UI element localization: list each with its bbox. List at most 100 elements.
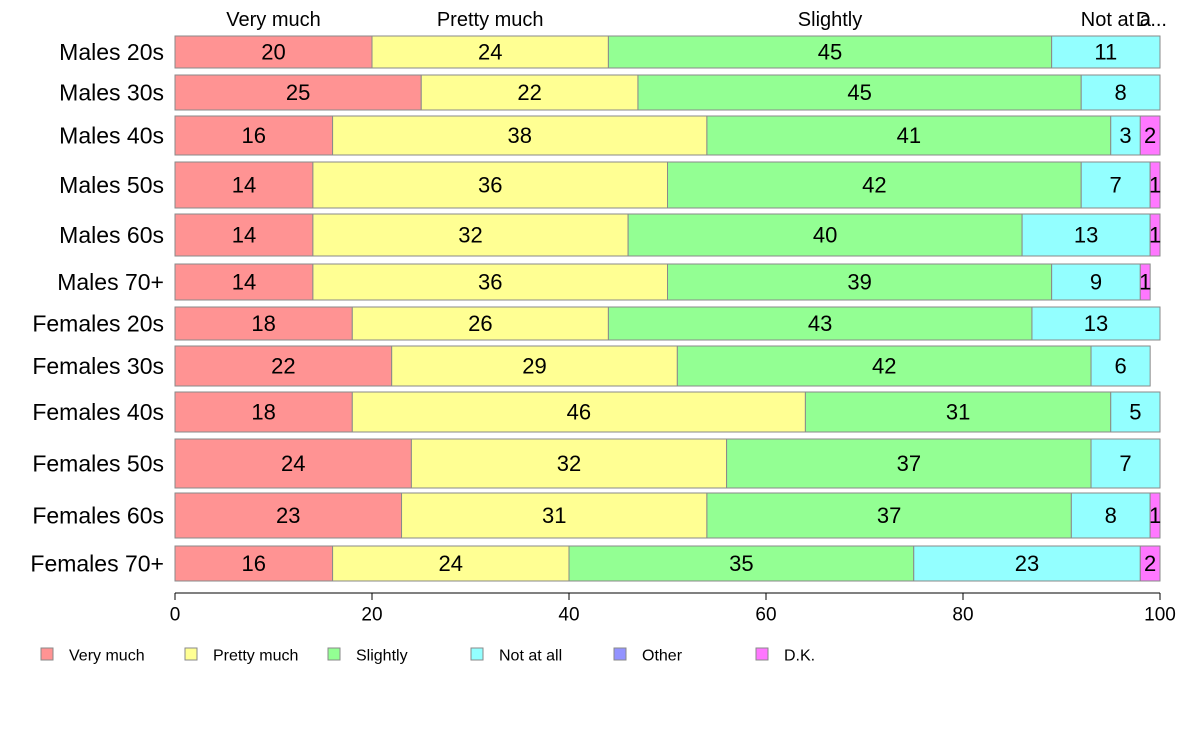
data-label: 29	[522, 354, 546, 379]
legend-label: Other	[642, 648, 683, 665]
bar-segment	[706, 492, 1072, 539]
bar-segment	[607, 35, 1053, 69]
bar-segment	[312, 263, 668, 301]
data-label: 18	[251, 400, 275, 425]
data-label: 16	[242, 123, 266, 148]
data-label: 3	[1119, 123, 1131, 148]
bar-segment	[410, 438, 728, 489]
data-label: 40	[813, 223, 837, 248]
data-label: 2	[1144, 123, 1156, 148]
data-label: 43	[808, 311, 832, 336]
bar-segment	[1021, 213, 1151, 257]
data-label: 1	[1149, 223, 1161, 248]
bar-segment	[174, 438, 412, 489]
legend-swatch	[40, 647, 54, 661]
bar-segment	[1139, 263, 1151, 301]
bar-segment	[332, 545, 570, 582]
x-tick-label: 0	[170, 605, 181, 626]
data-label: 26	[468, 311, 492, 336]
data-label: 32	[458, 223, 482, 248]
bar-segment	[174, 391, 353, 433]
bar-segment	[1031, 306, 1161, 341]
data-label: 22	[517, 80, 541, 105]
bar-segment	[1051, 35, 1161, 69]
x-tick-label: 20	[361, 605, 382, 626]
data-label: 45	[818, 40, 842, 65]
bar-segment	[174, 115, 334, 156]
legend-swatch	[327, 647, 341, 661]
column-label: Very much	[226, 9, 320, 31]
data-label: 24	[281, 451, 305, 476]
bar-segment	[1139, 115, 1161, 156]
data-label: 45	[847, 80, 871, 105]
data-label: 8	[1114, 80, 1126, 105]
category-label: Males 30s	[59, 80, 164, 106]
bar-segment	[420, 74, 639, 111]
data-label: 35	[729, 551, 753, 576]
bar-segment	[1080, 74, 1161, 111]
data-label: 16	[242, 551, 266, 576]
legend-swatch	[613, 647, 627, 661]
x-tick-label: 40	[558, 605, 579, 626]
data-label: 24	[478, 40, 502, 65]
bar-segment	[1149, 161, 1161, 209]
x-tick-label: 60	[755, 605, 776, 626]
legend-swatch	[470, 647, 484, 661]
data-label: 25	[286, 80, 310, 105]
data-label: 37	[897, 451, 921, 476]
bar-segment	[351, 391, 806, 433]
legend-label: Pretty much	[213, 648, 298, 665]
data-label: 14	[232, 223, 256, 248]
legend-label: Very much	[69, 648, 145, 665]
data-label: 9	[1090, 270, 1102, 295]
bar-segment	[174, 263, 314, 301]
data-label: 31	[946, 400, 970, 425]
data-label: 2	[1144, 551, 1156, 576]
data-label: 22	[271, 354, 295, 379]
category-label: Males 60s	[59, 222, 164, 248]
bar-segment	[174, 306, 353, 341]
bar-segment	[351, 306, 609, 341]
bar-segment	[637, 74, 1082, 111]
legend-swatch	[755, 647, 769, 661]
bar-segment	[174, 161, 314, 209]
bar-segment	[1090, 438, 1161, 489]
data-label: 23	[1015, 551, 1039, 576]
category-label: Females 60s	[32, 503, 164, 529]
legend-label: Not at all	[499, 648, 562, 665]
bar-segment	[401, 492, 708, 539]
bar-segment	[1110, 115, 1141, 156]
bar-segment	[174, 35, 373, 69]
data-label: 14	[232, 270, 256, 295]
data-label: 41	[897, 123, 921, 148]
data-label: 38	[508, 123, 532, 148]
category-label: Males 40s	[59, 123, 164, 149]
data-label: 6	[1114, 354, 1126, 379]
bar-segment	[627, 213, 1023, 257]
data-label: 14	[232, 173, 256, 198]
legend-swatch	[184, 647, 198, 661]
bar-segment	[1149, 213, 1161, 257]
bar-segment	[1110, 391, 1161, 433]
bar-segment	[174, 545, 334, 582]
column-label: Pretty much	[437, 9, 544, 31]
bar-segment	[667, 161, 1082, 209]
data-label: 1	[1149, 503, 1161, 528]
data-label: 24	[439, 551, 463, 576]
data-label: 23	[276, 503, 300, 528]
data-label: 32	[557, 451, 581, 476]
data-label: 31	[542, 503, 566, 528]
data-label: 42	[862, 173, 886, 198]
category-label: Females 70+	[30, 551, 164, 577]
data-label: 39	[847, 270, 871, 295]
bar-segment	[174, 213, 314, 257]
data-label: 46	[567, 400, 591, 425]
data-label: 13	[1074, 223, 1098, 248]
bar-segment	[1080, 161, 1151, 209]
data-label: 7	[1110, 173, 1122, 198]
data-label: 5	[1129, 400, 1141, 425]
category-label: Females 50s	[32, 451, 164, 477]
bar-segment	[1070, 492, 1151, 539]
bar-segment	[1090, 345, 1151, 387]
bar-segment	[1149, 492, 1161, 539]
